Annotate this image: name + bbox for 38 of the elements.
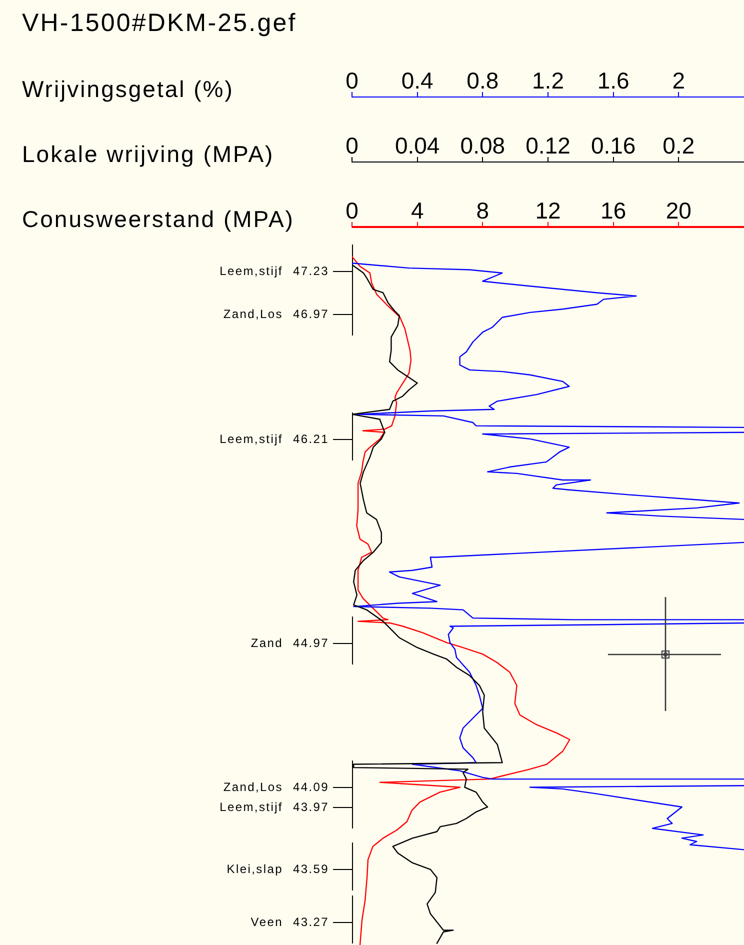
text: Leem,stijf (220, 800, 283, 814)
x-tick-label: 0.12 (526, 132, 570, 159)
text: Zand (250, 636, 283, 650)
x-tick-label: 12 (535, 198, 561, 224)
x-tick-label: 0 (346, 132, 358, 159)
y-tick-label: 46.21 (292, 432, 329, 446)
x-axis-title: Lokale wrijving (MPA) (22, 141, 274, 167)
y-tick-label: 44.09 (292, 780, 329, 794)
chart-title: VH-1500#DKM-25.gef (22, 9, 297, 37)
x-tick-label: 16 (600, 198, 626, 224)
x-tick-label: 0.08 (460, 132, 506, 159)
y-tick-label: 43.97 (292, 800, 329, 814)
x-tick-label: 4 (410, 198, 424, 224)
x-tick-label: 1.2 (532, 68, 564, 94)
x-tick-label: 0.16 (590, 132, 636, 159)
x-tick-label: 0.04 (394, 132, 440, 159)
y-tick-label: 43.27 (292, 914, 329, 929)
x-tick-label: 0.2 (662, 132, 695, 159)
x-tick-label: 0 (346, 68, 358, 94)
text: Zand,Los (223, 306, 283, 321)
y-tick-label: 46.97 (292, 306, 329, 321)
y-tick-label: 44.97 (292, 636, 329, 650)
text: Klei,slap (226, 862, 283, 876)
text: Zand,Los (223, 780, 283, 794)
x-tick-label: 1.6 (597, 68, 630, 94)
x-tick-label: 0.4 (401, 68, 434, 94)
x-axis-title: Conusweerstand (MPA) (22, 206, 294, 232)
text: Veen (250, 914, 283, 929)
x-tick-label: 2 (672, 68, 686, 94)
y-tick-label: 47.23 (292, 264, 329, 278)
text: Leem,stijf (220, 432, 283, 446)
x-tick-label: 0.8 (466, 68, 499, 94)
x-tick-label: 0 (346, 198, 358, 224)
y-tick-label: 43.59 (292, 862, 329, 876)
x-axis-title: Wrijvingsgetal (%) (22, 76, 234, 102)
x-tick-label: 20 (666, 198, 692, 224)
text: Leem,stijf (220, 264, 283, 278)
x-tick-label: 8 (476, 198, 490, 224)
